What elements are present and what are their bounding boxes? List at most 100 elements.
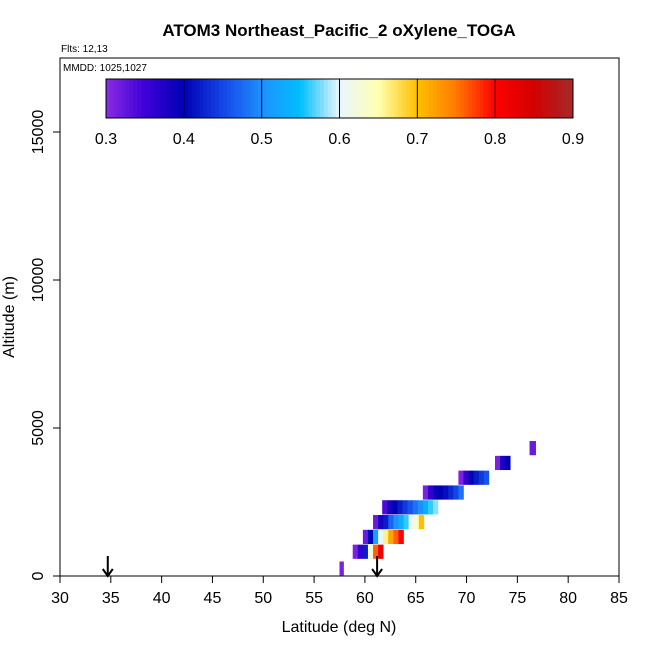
x-axis-label: Latitude (deg N) <box>282 619 397 636</box>
colorbar-segment <box>495 79 500 118</box>
colorbar-segment <box>518 79 523 118</box>
heatmap-cell <box>373 529 379 545</box>
colorbar-segment <box>249 79 255 118</box>
colorbar-segment <box>141 79 146 118</box>
colorbar-segment <box>487 79 492 118</box>
heatmap-cell <box>433 500 439 515</box>
colorbar-segment <box>129 79 134 118</box>
colorbar-segment <box>413 79 418 118</box>
colorbar-segment <box>510 79 516 118</box>
colorbar-segment <box>386 79 391 118</box>
colorbar-segment <box>475 79 481 118</box>
colorbar-segment <box>164 79 169 118</box>
colorbar: 0.3 0.4 0.5 0.6 0.7 0.8 0.9 <box>95 78 584 148</box>
colorbar-segment <box>553 79 558 118</box>
colorbar-segment <box>549 79 555 118</box>
colorbar-segment <box>273 79 278 118</box>
colorbar-segment <box>285 79 290 118</box>
colorbar-segment <box>374 79 379 118</box>
heatmap-cell <box>495 455 501 471</box>
colorbar-segment <box>444 79 449 118</box>
colorbar-segment <box>160 79 165 118</box>
heatmap-cell <box>418 515 425 530</box>
flights-label: Flts: 12,13 <box>61 44 108 55</box>
colorbar-segment <box>471 79 477 118</box>
colorbar-segment <box>537 79 543 118</box>
colorbar-segment <box>176 79 181 118</box>
colorbar-segment <box>242 79 247 118</box>
colorbar-segment <box>246 79 251 118</box>
colorbar-segment <box>168 79 173 118</box>
heatmap-cell <box>393 529 399 545</box>
colorbar-segment <box>569 79 574 118</box>
colorbar-segment <box>514 79 520 118</box>
colorbar-segment <box>207 79 212 118</box>
colorbar-segment <box>530 79 535 118</box>
colorbar-segment <box>179 79 185 118</box>
heatmap-cell <box>463 470 469 485</box>
heatmap-cell <box>388 515 394 530</box>
heatmap-cell <box>403 515 409 530</box>
colorbar-segment <box>106 79 111 118</box>
colorbar-segment <box>421 79 426 118</box>
heatmap-cell <box>407 500 413 515</box>
colorbar-segment <box>253 79 259 118</box>
heatmap-cells <box>339 441 536 576</box>
colorbar-segment <box>565 79 570 118</box>
colorbar-segment <box>144 79 150 118</box>
colorbar-segment <box>506 79 512 118</box>
heatmap-cell <box>378 529 384 545</box>
plot-frame <box>59 57 620 577</box>
x-tick-label: 55 <box>305 590 323 607</box>
colorbar-segment <box>432 79 438 118</box>
chart-title: ATOM3 Northeast_Pacific_2 oXylene_TOGA <box>162 21 515 40</box>
heatmap-cell <box>443 485 449 500</box>
x-tick-label: 60 <box>356 590 374 607</box>
colorbar-segment <box>304 79 309 118</box>
x-tick-label: 65 <box>407 590 425 607</box>
colorbar-segment <box>541 79 547 118</box>
colorbar-segment <box>425 79 430 118</box>
y-tick-label: 15000 <box>30 110 47 155</box>
colorbar-segment <box>436 79 442 118</box>
colorbar-segment <box>440 79 446 118</box>
colorbar-segment <box>409 79 414 118</box>
colorbar-segment <box>491 79 496 118</box>
colorbar-segment <box>483 79 488 118</box>
colorbar-segment <box>234 79 239 118</box>
colorbar-segment <box>456 79 461 118</box>
x-tick-label: 50 <box>254 590 272 607</box>
colorbar-segment <box>172 79 177 118</box>
colorbar-segment <box>417 79 422 118</box>
colorbar-segment <box>397 79 403 118</box>
x-tick-label: 35 <box>102 590 120 607</box>
colorbar-segment <box>561 79 566 118</box>
colorbar-segment <box>195 79 200 118</box>
x-tick-label: 80 <box>559 590 577 607</box>
heatmap-cell <box>448 485 454 500</box>
colorbar-segment <box>257 79 263 118</box>
colorbar-segment <box>351 79 356 118</box>
colorbar-tick-label: 0.8 <box>484 131 506 148</box>
x-tick-label: 70 <box>458 590 476 607</box>
heatmap-cell <box>367 544 374 559</box>
colorbar-tick-label: 0.7 <box>406 131 428 148</box>
colorbar-tick-label: 0.5 <box>251 131 273 148</box>
colorbar-tick-label: 0.3 <box>95 131 117 148</box>
colorbar-segment <box>355 79 360 118</box>
heatmap-cell <box>373 544 379 559</box>
heatmap-cell <box>500 455 506 471</box>
colorbar-segment <box>199 79 204 118</box>
colorbar-segment <box>312 79 317 118</box>
heatmap-cell <box>352 544 359 559</box>
colorbar-tick-label: 0.6 <box>328 131 350 148</box>
heatmap-cell <box>438 485 444 500</box>
colorbar-segment <box>320 79 325 118</box>
x-tick-label: 30 <box>51 590 69 607</box>
colorbar-segment <box>343 79 348 118</box>
colorbar-segment <box>265 79 270 118</box>
colorbar-segment <box>214 79 220 118</box>
x-axis: 30 35 40 45 50 55 60 65 70 75 80 85 <box>51 576 628 607</box>
heatmap-cell <box>373 515 379 530</box>
heatmap-cell <box>383 529 389 545</box>
